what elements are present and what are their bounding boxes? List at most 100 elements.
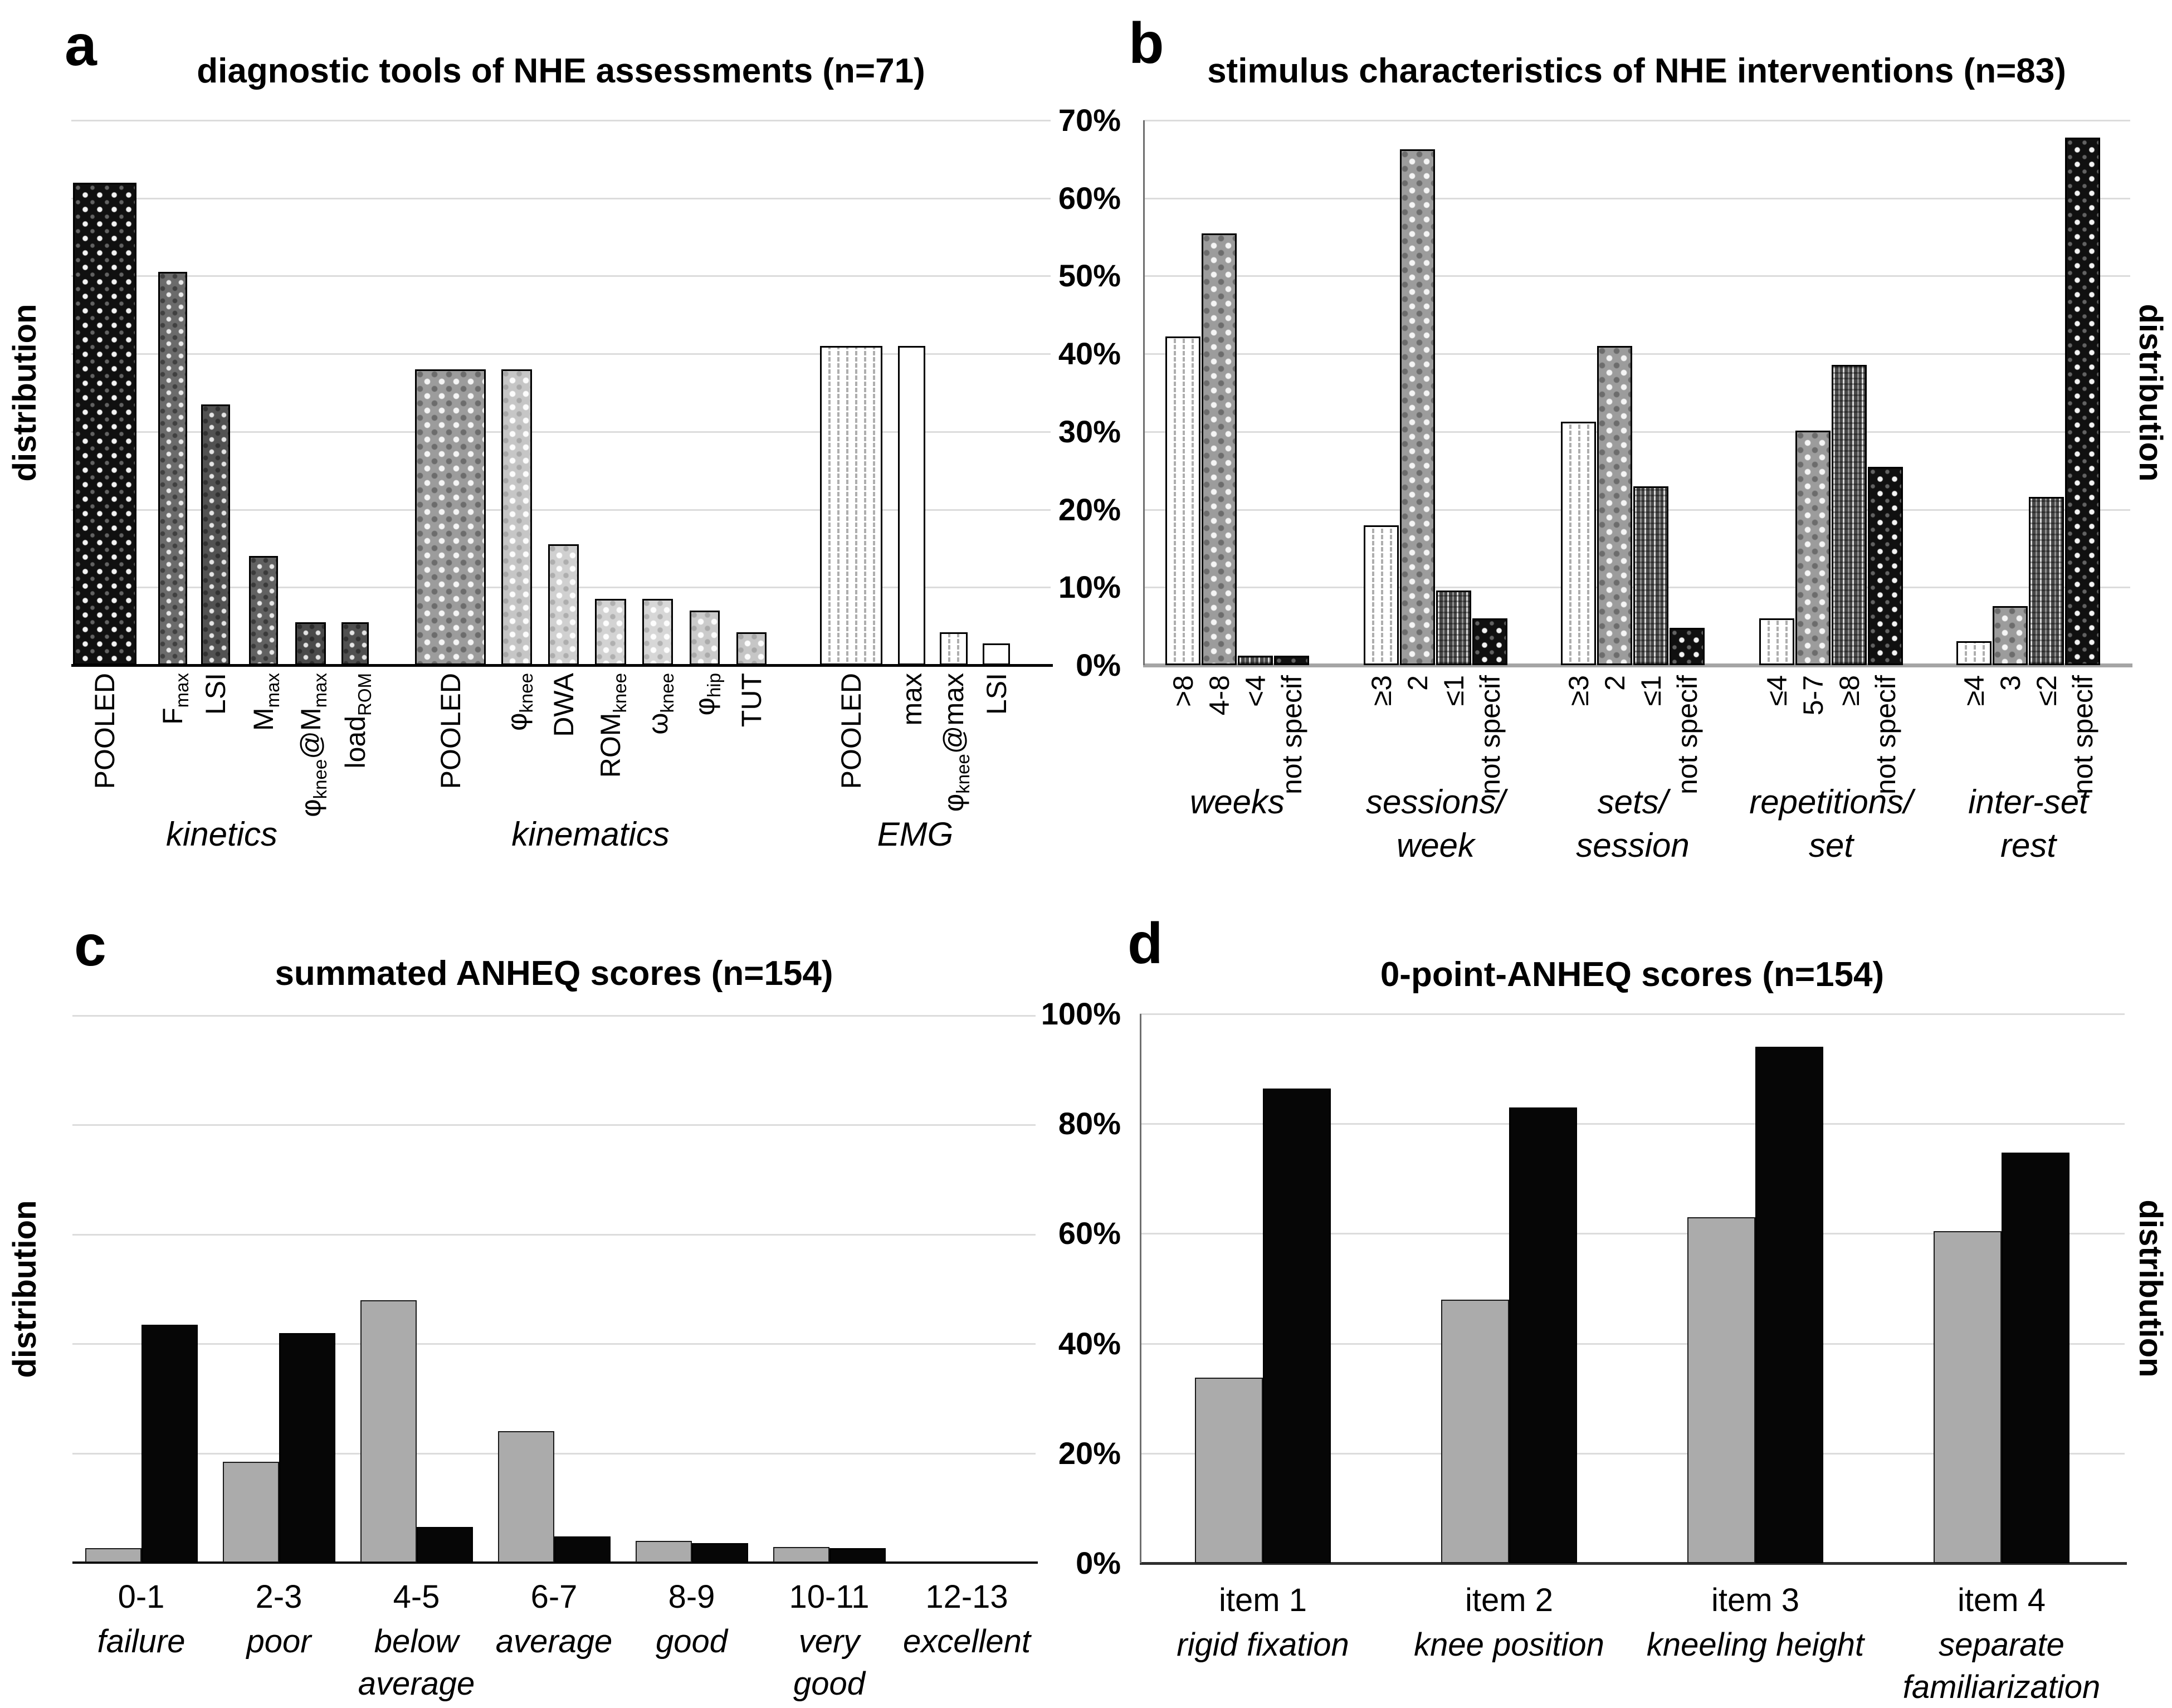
- gridline: [1143, 275, 2130, 277]
- bar-d-black-item 4: [2002, 1153, 2069, 1563]
- bar-b-sets/-not specif: [1670, 627, 1705, 665]
- bar-label-subscript: knee: [309, 759, 330, 799]
- bar-d-gray-item 1: [1195, 1377, 1263, 1563]
- gridline: [1143, 197, 2130, 199]
- gridline: [71, 275, 1051, 277]
- panel-c-letter: c: [74, 914, 106, 978]
- bar-a-EMG-LSI: [983, 643, 1010, 665]
- gridline: [71, 431, 1051, 433]
- gridline: [1140, 1343, 2125, 1345]
- category-label-item 1: item 1: [1219, 1582, 1307, 1618]
- bar-label: φknee@Mmax: [295, 673, 330, 817]
- y-tick-label: 80%: [1058, 1106, 1121, 1141]
- bar-label: <4: [1239, 675, 1271, 707]
- category-desc-kneeling height: kneeling height: [1646, 1627, 1864, 1663]
- bar-a-kinetics-Fmax: [158, 272, 187, 665]
- bar-a-EMG-max: [898, 346, 925, 665]
- gridline: [72, 1233, 1036, 1236]
- bar-c-black-6-7: [554, 1536, 611, 1563]
- bar-a-kinetics-φknee@Mmax: [295, 622, 326, 665]
- group-label-session: session: [1576, 827, 1690, 864]
- bar-a-kinetics-LSI: [201, 404, 230, 665]
- group-label-repetitions/: repetitions/: [1749, 783, 1913, 821]
- bar-b-weeks-<4: [1238, 656, 1273, 665]
- bar-c-black-4-5: [416, 1527, 473, 1563]
- bar-b-weeks-4-8: [1202, 233, 1237, 665]
- panel-d-title: 0-point-ANHEQ scores (n=154): [1380, 955, 1885, 994]
- y-tick-label: 20%: [1058, 1435, 1121, 1471]
- bar-a-EMG-POOLED: [820, 346, 882, 665]
- bar-c-gray-0-1: [85, 1548, 141, 1563]
- category-desc-good: good: [793, 1666, 866, 1702]
- group-label-week: week: [1396, 827, 1475, 864]
- bar-c-gray-2-3: [222, 1462, 279, 1563]
- gridline: [72, 1343, 1036, 1345]
- bar-d-black-item 2: [1509, 1107, 1577, 1563]
- bar-label: ≥8: [1833, 675, 1865, 706]
- bar-label-subscript: hip: [704, 673, 724, 698]
- y-axis-line-d: [1140, 1014, 1141, 1563]
- bar-a-kinematics-φknee: [501, 369, 532, 665]
- bar-c-gray-4-5: [360, 1300, 417, 1563]
- x-axis-line-d: [1140, 1562, 2127, 1565]
- bar-label: ROMknee: [595, 673, 630, 778]
- bar-label-subscript: max: [172, 673, 192, 708]
- bar-a-kinematics-TUT: [736, 632, 767, 665]
- gridline: [1140, 1013, 2125, 1015]
- bar-label: POOLED: [836, 673, 867, 789]
- panel-a-letter: a: [65, 13, 97, 78]
- gridline: [1140, 1123, 2125, 1125]
- bar-label-subscript: knee: [515, 673, 536, 713]
- group-label-set: set: [1808, 827, 1854, 864]
- bar-label: not specif: [1671, 675, 1703, 795]
- bar-label: not specif: [1870, 675, 1901, 795]
- bar-c-black-0-1: [141, 1324, 198, 1563]
- bar-label: Fmax: [157, 673, 192, 725]
- bar-d-gray-item 3: [1687, 1217, 1755, 1563]
- bar-c-gray-8-9: [635, 1540, 692, 1563]
- category-desc-poor: poor: [246, 1623, 311, 1660]
- gridline: [71, 197, 1051, 199]
- bar-a-kinematics-ROMknee: [595, 599, 626, 665]
- category-desc-below: below: [374, 1623, 459, 1660]
- category-desc-failure: failure: [97, 1623, 186, 1660]
- group-label-kinematics: kinematics: [511, 816, 670, 853]
- bar-b-sessions/-≥3: [1364, 525, 1399, 665]
- bar-a-kinematics-DWA: [548, 544, 579, 665]
- bar-d-gray-item 2: [1441, 1299, 1509, 1563]
- y-tick-label: 100%: [1041, 996, 1121, 1031]
- category-desc-rigid fixation: rigid fixation: [1177, 1627, 1349, 1663]
- bar-b-repetitions/-≥8: [1832, 364, 1867, 665]
- bar-d-black-item 3: [1755, 1047, 1823, 1563]
- bar-label-subscript: knee: [609, 673, 630, 713]
- bar-b-sets/-≥3: [1561, 421, 1596, 665]
- bar-c-gray-10-11: [773, 1546, 829, 1563]
- bar-b-inter-set-not specif: [2065, 137, 2100, 665]
- bar-label: Mmax: [248, 673, 283, 731]
- category-label-6-7: 6-7: [530, 1579, 578, 1615]
- bar-label: ≤1: [1635, 675, 1667, 706]
- category-desc-good: good: [655, 1623, 728, 1660]
- bar-c-black-10-11: [829, 1548, 886, 1563]
- bar-label: not specif: [2067, 675, 2098, 795]
- panel-d-y-axis-label: distribution: [2132, 1199, 2169, 1378]
- bar-label-subscript: max: [262, 673, 283, 708]
- bar-b-repetitions/-5-7: [1795, 431, 1831, 665]
- category-label-2-3: 2-3: [255, 1579, 302, 1615]
- gridline: [1143, 120, 2130, 121]
- category-desc-familiarization: familiarization: [1902, 1669, 2101, 1705]
- panel-b-y-axis-label: distribution: [2132, 304, 2169, 482]
- gridline: [72, 1015, 1036, 1017]
- bar-label: φhip: [689, 673, 724, 716]
- bar-b-repetitions/-not specif: [1868, 466, 1903, 665]
- category-label-4-5: 4-5: [393, 1579, 440, 1615]
- bar-label: not specif: [1276, 675, 1307, 795]
- gridline: [71, 353, 1051, 355]
- group-label-weeks: weeks: [1189, 783, 1285, 821]
- bar-label: LSI: [200, 673, 231, 715]
- gridline: [1143, 353, 2130, 355]
- bar-label-subscript: knee: [953, 754, 973, 794]
- bar-label: ≤4: [1761, 675, 1793, 706]
- bar-a-kinetics-POOLED: [73, 182, 136, 665]
